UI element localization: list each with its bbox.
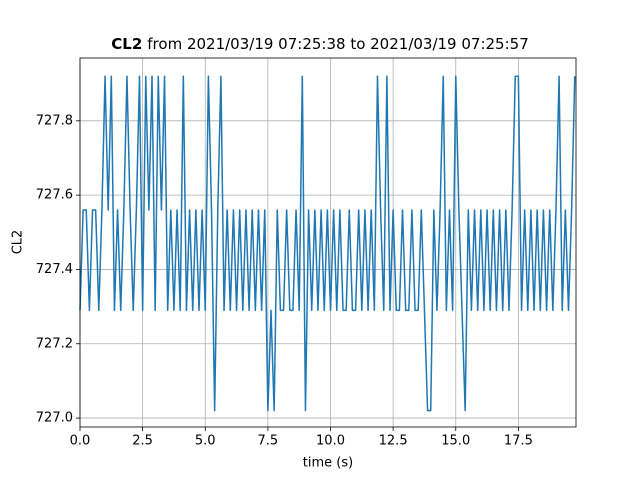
y-axis-label: CL2 — [11, 230, 26, 255]
x-tick-label: 2.5 — [132, 434, 153, 449]
y-tick-label: 727.0 — [36, 411, 73, 426]
x-tick-label: 12.5 — [379, 434, 408, 449]
x-tick-label: 15.0 — [441, 434, 470, 449]
chart-title: CL2 from 2021/03/19 07:25:38 to 2021/03/1… — [111, 35, 528, 53]
plot-area — [79, 58, 576, 427]
axes-frame — [79, 57, 577, 428]
y-tick-label: 727.4 — [36, 262, 73, 277]
x-axis-label: time (s) — [303, 456, 353, 471]
title-bold: CL2 — [111, 35, 142, 53]
x-tick-label: 5.0 — [195, 434, 216, 449]
x-tick-label: 10.0 — [316, 434, 345, 449]
x-tick-label: 17.5 — [504, 434, 533, 449]
data-line — [79, 75, 576, 412]
x-tick-label: 0.0 — [70, 434, 91, 449]
y-tick-label: 727.2 — [36, 336, 73, 351]
title-rest: from 2021/03/19 07:25:38 to 2021/03/19 0… — [147, 35, 528, 53]
y-tick-label: 727.6 — [36, 188, 73, 203]
y-tick-label: 727.8 — [36, 113, 73, 128]
x-tick-label: 7.5 — [258, 434, 279, 449]
